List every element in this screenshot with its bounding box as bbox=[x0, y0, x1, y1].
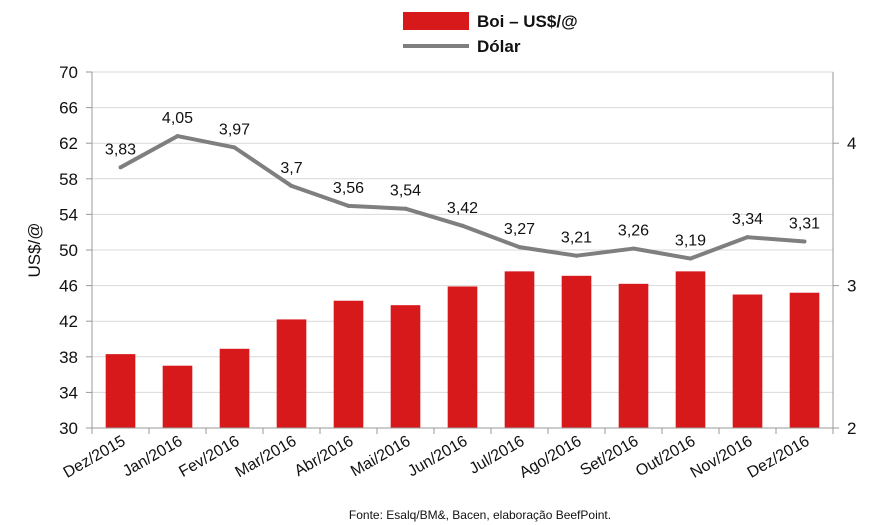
x-tick-label: Mai/2016 bbox=[348, 433, 414, 481]
source-note: Fonte: Esalq/BM&, Bacen, elaboração Beef… bbox=[349, 508, 611, 522]
y-tick-label: 70 bbox=[59, 63, 78, 82]
data-label: 3,54 bbox=[390, 183, 421, 200]
data-label: 3,21 bbox=[561, 230, 592, 247]
x-tick-label: Mar/2016 bbox=[232, 433, 299, 482]
dolar-point-Mar/2016 bbox=[289, 183, 294, 188]
x-tick-label: Fev/2016 bbox=[176, 433, 242, 481]
bar-series bbox=[105, 271, 820, 428]
dolar-point-Dez/2015 bbox=[118, 165, 123, 170]
bar-Mar/2016 bbox=[276, 319, 307, 428]
bar-Dez/2015 bbox=[105, 354, 136, 428]
dolar-point-Jul/2016 bbox=[517, 245, 522, 250]
x-axis-ticks: Dez/2015Jan/2016Fev/2016Mar/2016Abr/2016… bbox=[61, 433, 813, 482]
dolar-point-Fev/2016 bbox=[232, 145, 237, 150]
bar-Fev/2016 bbox=[219, 348, 250, 428]
bar-Mai/2016 bbox=[390, 305, 421, 428]
data-label: 3,97 bbox=[219, 121, 250, 138]
x-tick-label: Set/2016 bbox=[578, 433, 642, 480]
right-axis-ticks: 2 3 4 bbox=[833, 134, 856, 438]
y-tick-label: 54 bbox=[59, 205, 78, 224]
left-axis-ticks: 30 34 38 42 46 50 54 58 62 66 70 bbox=[59, 63, 92, 438]
y-tick-label: 58 bbox=[59, 170, 78, 189]
x-tick-label: Out/2016 bbox=[633, 433, 699, 481]
y-tick-label: 66 bbox=[59, 99, 78, 118]
dolar-point-Mai/2016 bbox=[403, 206, 408, 211]
x-tick-label: Jan/2016 bbox=[120, 433, 186, 481]
line-series bbox=[118, 134, 807, 261]
bar-Nov/2016 bbox=[732, 294, 763, 428]
bar-Out/2016 bbox=[675, 271, 706, 428]
dolar-point-Ago/2016 bbox=[574, 253, 579, 258]
data-label: 3,83 bbox=[105, 141, 136, 158]
bar-Jan/2016 bbox=[162, 365, 193, 428]
data-label: 3,7 bbox=[280, 160, 302, 177]
data-label: 3,26 bbox=[618, 223, 649, 240]
data-label: 3,42 bbox=[447, 200, 478, 217]
legend-label-bar: Boi – US$/@ bbox=[477, 12, 578, 31]
dolar-point-Out/2016 bbox=[688, 256, 693, 261]
dolar-point-Abr/2016 bbox=[346, 203, 351, 208]
legend-swatch-bar bbox=[403, 12, 469, 30]
dolar-point-Jun/2016 bbox=[460, 223, 465, 228]
y-tick-label: 46 bbox=[59, 277, 78, 296]
bar-Ago/2016 bbox=[561, 275, 592, 428]
y2-tick-label: 2 bbox=[847, 419, 856, 438]
data-label: 3,19 bbox=[675, 233, 706, 250]
y-tick-label: 50 bbox=[59, 241, 78, 260]
dolar-point-Jan/2016 bbox=[175, 134, 180, 139]
bar-Set/2016 bbox=[618, 283, 649, 428]
y-tick-label: 34 bbox=[59, 383, 78, 402]
gridlines bbox=[92, 71, 833, 429]
bar-Abr/2016 bbox=[333, 300, 364, 428]
legend: Boi – US$/@ Dólar bbox=[403, 12, 578, 56]
y2-tick-label: 3 bbox=[847, 277, 856, 296]
data-label: 3,31 bbox=[789, 215, 820, 232]
x-tick-label: Jun/2016 bbox=[405, 433, 471, 481]
y2-tick-label: 4 bbox=[847, 134, 856, 153]
data-labels: 3,83 4,05 3,97 3,7 3,56 3,54 3,42 3,27 3,21 3,26 3… bbox=[105, 110, 820, 249]
data-label: 3,27 bbox=[504, 221, 535, 238]
dolar-point-Nov/2016 bbox=[745, 235, 750, 240]
data-label: 3,34 bbox=[732, 211, 763, 228]
y-tick-label: 42 bbox=[59, 312, 78, 331]
y-tick-label: 30 bbox=[59, 419, 78, 438]
x-tick-label: Dez/2015 bbox=[61, 433, 129, 482]
axes bbox=[91, 72, 834, 434]
y-tick-label: 38 bbox=[59, 348, 78, 367]
x-tick-label: Ago/2016 bbox=[517, 433, 585, 482]
bar-Jul/2016 bbox=[504, 271, 535, 428]
bar-Dez/2016 bbox=[789, 292, 820, 428]
x-tick-label: Abr/2016 bbox=[292, 433, 357, 480]
data-label: 3,56 bbox=[333, 180, 364, 197]
dolar-point-Dez/2016 bbox=[802, 239, 807, 244]
x-tick-label: Nov/2016 bbox=[688, 433, 756, 482]
y-axis-label: US$/@ bbox=[25, 222, 44, 277]
bar-Jun/2016 bbox=[447, 286, 478, 428]
y-tick-label: 62 bbox=[59, 134, 78, 153]
x-tick-label: Dez/2016 bbox=[745, 433, 813, 482]
dolar-point-Set/2016 bbox=[631, 246, 636, 251]
legend-label-line: Dólar bbox=[477, 37, 521, 56]
data-label: 4,05 bbox=[162, 110, 193, 127]
